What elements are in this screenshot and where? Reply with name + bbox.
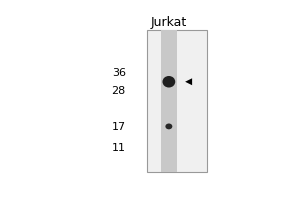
Text: 11: 11 [112, 143, 126, 153]
Text: Jurkat: Jurkat [151, 16, 187, 29]
Bar [147, 30, 207, 172]
Polygon shape [185, 78, 192, 85]
Ellipse shape [165, 123, 172, 129]
Text: 36: 36 [112, 68, 126, 78]
Text: 17: 17 [112, 122, 126, 132]
Text: 28: 28 [112, 86, 126, 96]
Ellipse shape [163, 76, 175, 88]
Bar [161, 30, 177, 172]
